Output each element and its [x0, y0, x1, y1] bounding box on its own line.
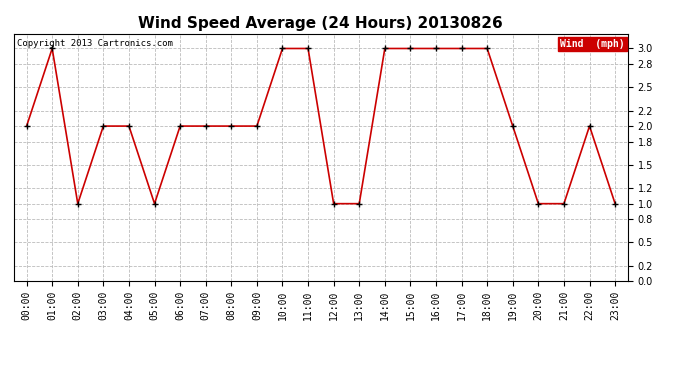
- Text: Copyright 2013 Cartronics.com: Copyright 2013 Cartronics.com: [17, 39, 172, 48]
- Text: Wind  (mph): Wind (mph): [560, 39, 625, 49]
- Title: Wind Speed Average (24 Hours) 20130826: Wind Speed Average (24 Hours) 20130826: [139, 16, 503, 31]
